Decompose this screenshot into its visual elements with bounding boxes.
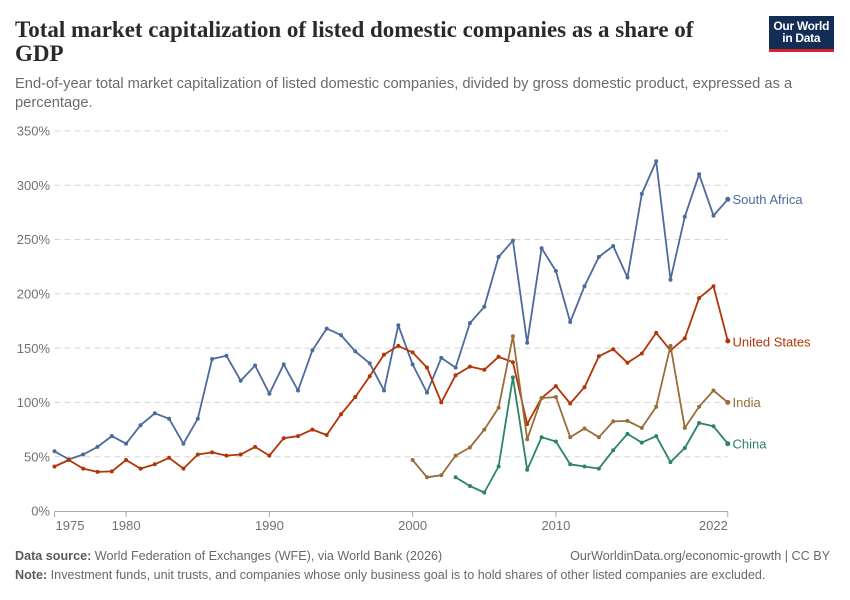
svg-text:1990: 1990: [255, 518, 284, 533]
svg-text:50%: 50%: [24, 449, 50, 464]
svg-text:India: India: [733, 395, 762, 410]
svg-text:South Africa: South Africa: [733, 192, 804, 207]
svg-text:250%: 250%: [17, 232, 51, 247]
svg-text:China: China: [733, 436, 768, 451]
svg-text:300%: 300%: [17, 178, 51, 193]
svg-text:1980: 1980: [112, 518, 141, 533]
svg-text:100%: 100%: [17, 395, 51, 410]
svg-text:0%: 0%: [31, 504, 50, 519]
svg-text:1975: 1975: [56, 518, 85, 533]
svg-text:200%: 200%: [17, 287, 51, 302]
svg-text:2000: 2000: [398, 518, 427, 533]
svg-text:2022: 2022: [699, 518, 728, 533]
svg-text:2010: 2010: [541, 518, 570, 533]
svg-text:United States: United States: [733, 334, 812, 349]
svg-text:150%: 150%: [17, 341, 51, 356]
svg-text:350%: 350%: [17, 124, 51, 139]
